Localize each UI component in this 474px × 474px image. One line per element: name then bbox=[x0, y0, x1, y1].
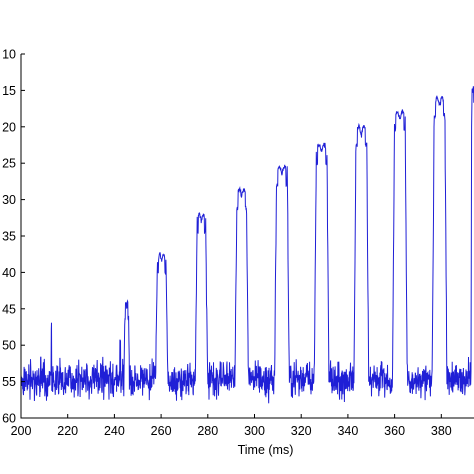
x-tick-label: 300 bbox=[244, 424, 265, 438]
x-tick-label: 200 bbox=[11, 424, 32, 438]
y-tick-label: 45 bbox=[2, 302, 16, 316]
signal-series-line bbox=[21, 86, 474, 404]
x-tick-label: 340 bbox=[337, 424, 358, 438]
x-axis: 200 220 240 260 280 300 320 340 360 380 bbox=[11, 414, 452, 438]
y-tick-label: 30 bbox=[2, 193, 16, 207]
y-tick-label: 20 bbox=[2, 120, 16, 134]
y-tick-label: 35 bbox=[2, 230, 16, 244]
x-tick-label: 320 bbox=[291, 424, 312, 438]
x-tick-label: 220 bbox=[57, 424, 78, 438]
y-tick-label: 60 bbox=[2, 412, 16, 426]
x-tick-label: 260 bbox=[151, 424, 172, 438]
y-tick-label: 15 bbox=[2, 84, 16, 98]
x-tick-label: 360 bbox=[384, 424, 405, 438]
y-axis: 10 15 20 25 30 35 40 45 50 55 60 bbox=[2, 48, 25, 426]
y-tick-label: 40 bbox=[2, 266, 16, 280]
y-tick-label: 50 bbox=[2, 339, 16, 353]
y-tick-label: 25 bbox=[2, 157, 16, 171]
x-tick-label: 280 bbox=[197, 424, 218, 438]
x-tick-label: 240 bbox=[104, 424, 125, 438]
y-tick-label: 10 bbox=[2, 48, 16, 62]
plot-area bbox=[21, 86, 474, 404]
y-tick-label: 55 bbox=[2, 375, 16, 389]
x-axis-title: Time (ms) bbox=[238, 443, 294, 457]
x-tick-label: 380 bbox=[431, 424, 452, 438]
